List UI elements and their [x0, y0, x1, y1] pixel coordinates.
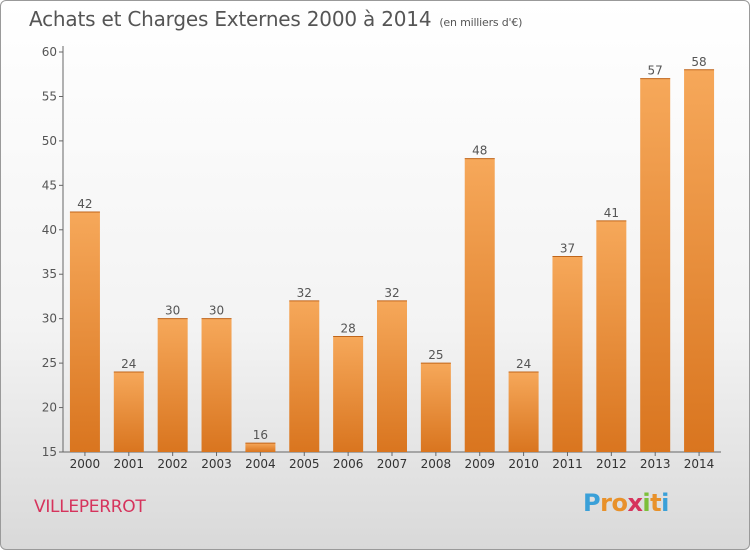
bar	[640, 78, 671, 453]
bar	[596, 220, 627, 452]
x-tick-label: 2004	[245, 457, 276, 471]
bar	[552, 256, 583, 452]
y-tick-label: 35	[42, 267, 57, 281]
x-tick-label: 2005	[289, 457, 320, 471]
bar	[464, 158, 495, 452]
y-tick-label: 20	[42, 401, 57, 415]
bar-value-label: 42	[77, 197, 92, 211]
logo-letter: o	[611, 489, 628, 517]
x-tick-label: 2000	[70, 457, 101, 471]
y-tick-label: 15	[42, 445, 57, 459]
bar	[157, 318, 188, 452]
bar-value-label: 24	[516, 357, 531, 371]
bar	[508, 372, 539, 452]
y-tick-label: 25	[42, 356, 57, 370]
bar	[201, 318, 232, 452]
logo-letter: x	[627, 489, 643, 517]
x-tick-label: 2012	[596, 457, 627, 471]
x-tick-label: 2014	[684, 457, 715, 471]
bar	[333, 336, 364, 452]
logo-letter: r	[600, 489, 612, 517]
x-tick-label: 2013	[640, 457, 671, 471]
x-tick-label: 2010	[508, 457, 539, 471]
bar-value-label: 48	[472, 144, 487, 158]
x-tick-label: 2007	[377, 457, 408, 471]
logo-letter: i	[661, 489, 669, 517]
logo-letter: t	[650, 489, 662, 517]
y-tick-label: 60	[42, 45, 57, 59]
x-tick-label: 2003	[201, 457, 232, 471]
x-tick-label: 2011	[552, 457, 583, 471]
bar-value-label: 37	[560, 241, 575, 255]
bar-value-label: 16	[253, 428, 268, 442]
chart-title: Achats et Charges Externes 2000 à 2014 (e…	[29, 7, 522, 31]
bar	[245, 443, 276, 452]
bar	[289, 300, 320, 452]
bar-value-label: 30	[165, 304, 180, 318]
y-tick-label: 50	[42, 134, 57, 148]
x-tick-label: 2001	[114, 457, 145, 471]
bar-value-label: 57	[648, 64, 663, 78]
y-tick-label: 55	[42, 89, 57, 103]
bar-value-label: 25	[428, 348, 443, 362]
logo-letter: i	[642, 489, 651, 517]
proxiti-logo[interactable]: Proxiti	[583, 489, 669, 517]
bar-value-label: 41	[604, 206, 619, 220]
logo-letter: P	[583, 489, 601, 517]
chart-title-text: Achats et Charges Externes 2000 à 2014	[29, 7, 432, 31]
y-tick-label: 40	[42, 223, 57, 237]
y-tick-label: 30	[42, 312, 57, 326]
bar	[684, 69, 715, 453]
bar-value-label: 24	[121, 357, 136, 371]
y-tick-label: 45	[42, 178, 57, 192]
bar-value-label: 28	[340, 321, 355, 335]
bar	[69, 212, 100, 452]
bar-value-label: 32	[297, 286, 312, 300]
x-tick-label: 2009	[464, 457, 495, 471]
bar	[377, 300, 407, 452]
unit-note: (en milliers d'€)	[439, 16, 523, 29]
x-tick-label: 2006	[333, 457, 364, 471]
bar-value-label: 30	[209, 304, 224, 318]
commune-name: VILLEPERROT	[34, 497, 146, 517]
bar-value-label: 32	[384, 286, 399, 300]
bar	[113, 372, 144, 452]
x-tick-label: 2002	[157, 457, 188, 471]
x-tick-label: 2008	[421, 457, 452, 471]
bar	[420, 363, 451, 452]
bar-value-label: 58	[691, 55, 706, 69]
